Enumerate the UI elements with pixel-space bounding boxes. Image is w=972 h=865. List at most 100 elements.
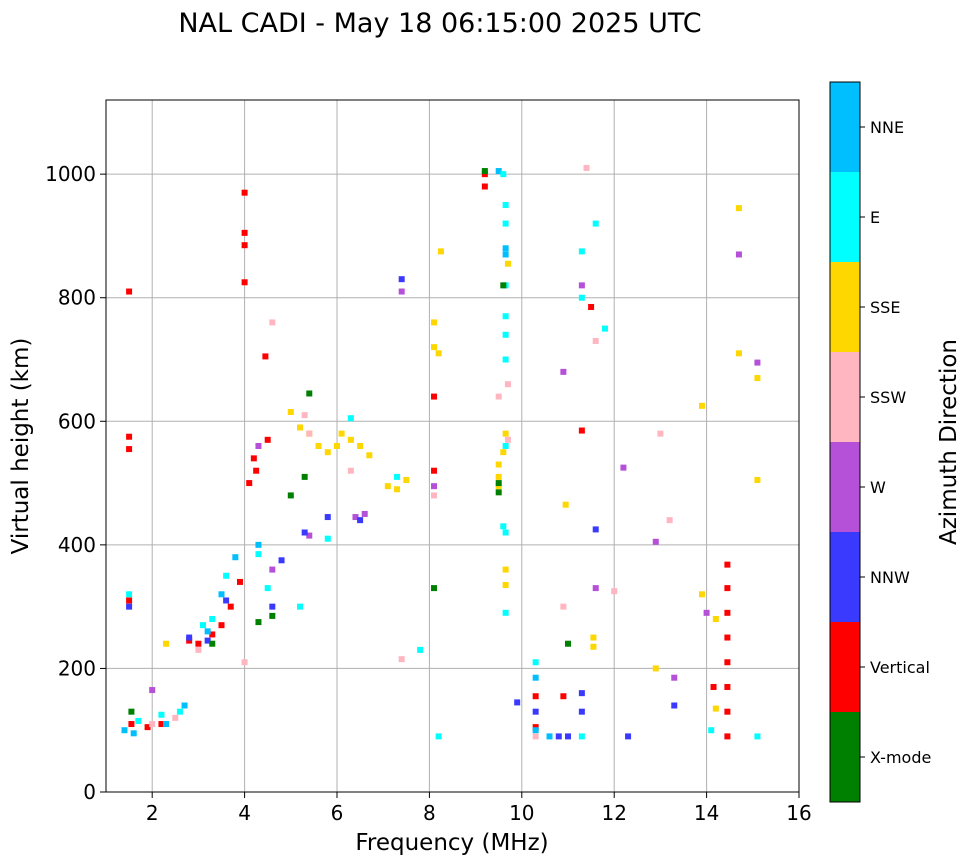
data-point-sse (754, 476, 761, 483)
data-point-e (500, 171, 507, 178)
data-point-ssw (532, 733, 539, 740)
data-point-e (209, 616, 216, 622)
colorbar-segment (830, 82, 860, 172)
data-point-sse (338, 430, 345, 437)
data-point-vertical (724, 683, 731, 690)
data-point-e (592, 220, 599, 227)
data-point-nnw (324, 514, 331, 521)
x-axis-ticks: 2 4 6 8 10 12 14 16 (146, 792, 812, 825)
x-tick-label: 4 (238, 801, 251, 825)
data-point-vertical (241, 242, 248, 249)
data-point-e (502, 331, 509, 338)
data-point-vertical (532, 693, 539, 700)
data-point-w (255, 443, 262, 449)
data-point-e (176, 708, 183, 715)
data-point-ssw (306, 430, 313, 437)
data-point-w (671, 674, 678, 681)
data-point-nne (130, 730, 137, 737)
data-point-sse (562, 501, 569, 508)
colorbar-segment (830, 262, 860, 352)
data-point-vertical (431, 393, 438, 400)
data-point-vertical (126, 446, 133, 453)
data-point-vertical (227, 603, 234, 610)
data-point-vertical (264, 436, 271, 443)
data-point-vertical (241, 229, 248, 236)
data-point-vertical (241, 189, 248, 196)
data-point-sse (502, 582, 509, 589)
colorbar-label: Azimuth Direction (936, 339, 962, 545)
data-point-vertical (128, 721, 135, 728)
data-point-w (352, 514, 359, 521)
data-point-sse (698, 591, 705, 598)
x-tick-label: 8 (423, 801, 436, 825)
data-point-sse (652, 665, 659, 672)
data-point-nnw (578, 690, 585, 697)
data-point-ssw (592, 337, 599, 344)
colorbar-frame (829, 81, 861, 803)
y-tick-label: 200 (58, 656, 96, 680)
data-point-sse (712, 616, 719, 622)
colorbar-tick-label: NNW (870, 568, 910, 587)
data-point-sse (315, 443, 322, 449)
data-point-e (502, 220, 509, 227)
data-point-ssw (495, 393, 502, 400)
data-point-vertical (724, 561, 731, 568)
data-point-e (126, 591, 133, 598)
colorbar-segment (830, 352, 860, 442)
data-point-vertical (236, 578, 243, 585)
data-point-nne (532, 674, 539, 681)
data-point-sse (590, 643, 597, 650)
data-point-e (347, 415, 354, 422)
data-point-vertical (481, 171, 488, 178)
data-point-w (703, 609, 710, 616)
data-point-e (502, 356, 509, 363)
data-point-e (435, 733, 442, 740)
data-point-vertical (246, 480, 253, 487)
data-point-e (708, 727, 715, 734)
data-point-nnw (625, 733, 632, 740)
data-point-x-mode (287, 492, 294, 499)
data-point-w (652, 538, 659, 545)
data-point-nne (218, 591, 225, 598)
data-point-x-mode (255, 619, 262, 626)
data-point-ssw (149, 721, 156, 728)
data-point-ssw (504, 436, 511, 443)
data-point-vertical (724, 733, 731, 740)
data-point-nnw (126, 603, 133, 610)
data-point-sse (698, 402, 705, 409)
data-point-e (578, 294, 585, 301)
data-point-nnw (532, 708, 539, 715)
data-point-vertical (195, 640, 202, 647)
data-point-sse (735, 350, 742, 357)
data-point-vertical (724, 659, 731, 666)
data-point-vertical (126, 433, 133, 440)
x-tick-label: 14 (694, 801, 719, 825)
data-point-ssw (301, 412, 308, 419)
y-tick-label: 800 (58, 286, 96, 310)
data-point-nnw (565, 733, 571, 740)
grid-lines (106, 100, 800, 792)
data-point-nnw (398, 276, 405, 283)
data-point-vertical (262, 353, 269, 360)
data-point-w (269, 566, 276, 573)
data-point-nnw (186, 634, 193, 641)
data-point-sse (502, 430, 509, 437)
data-point-ssw (431, 492, 438, 499)
data-point-e (255, 551, 262, 558)
data-point-e (502, 443, 509, 449)
data-point-w (578, 282, 585, 289)
colorbar-segment (830, 442, 860, 532)
data-point-ssw (611, 588, 618, 595)
data-point-ssw (504, 381, 511, 388)
data-point-sse (334, 443, 340, 449)
data-point-w (620, 464, 627, 471)
data-point-sse (287, 409, 294, 416)
data-point-e (502, 313, 509, 320)
data-point-w (149, 687, 156, 694)
data-point-vertical (481, 183, 488, 190)
data-point-w (592, 585, 599, 592)
y-tick-label: 0 (83, 780, 96, 804)
data-point-e (264, 585, 271, 592)
data-point-sse (712, 705, 719, 712)
